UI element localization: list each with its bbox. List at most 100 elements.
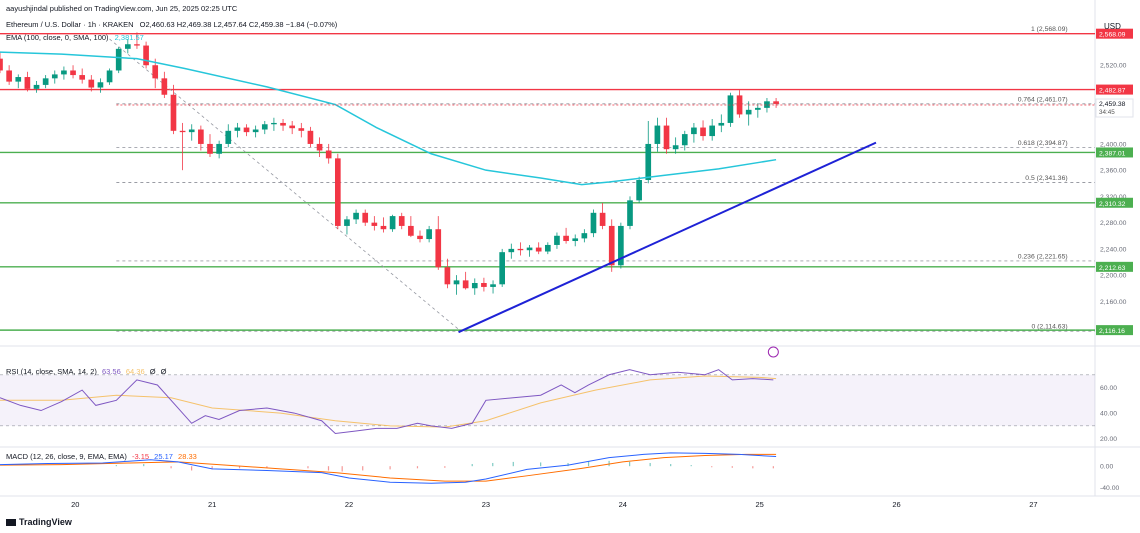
candle-body bbox=[672, 145, 679, 150]
symbol-name[interactable]: Ethereum / U.S. Dollar · 1h · KRAKEN bbox=[6, 20, 134, 29]
candle-body bbox=[736, 95, 743, 115]
candle-body bbox=[435, 229, 442, 268]
y-tick-label: 2,520.00 bbox=[1100, 63, 1127, 70]
publisher-text: aayushjindal published on TradingView.co… bbox=[6, 4, 238, 13]
y-tick-label: 2,360.00 bbox=[1100, 168, 1127, 175]
candle-body bbox=[481, 282, 487, 287]
candle-body bbox=[371, 222, 378, 226]
swing-dashed-line bbox=[109, 38, 462, 332]
macd-legend[interactable]: MACD (12, 26, close, 9, EMA, EMA) -3.15 … bbox=[6, 452, 197, 461]
candle-body bbox=[389, 216, 396, 230]
candle-body bbox=[24, 77, 31, 89]
price-level-label: 2,116.16 bbox=[1099, 328, 1125, 335]
candle-body bbox=[115, 48, 122, 71]
candle-body bbox=[179, 130, 186, 133]
candle-body bbox=[572, 238, 579, 242]
candle-body bbox=[618, 225, 624, 266]
alert-icon bbox=[767, 346, 779, 358]
candle-body bbox=[225, 130, 232, 144]
candle-body bbox=[170, 94, 177, 131]
y-tick-label: 2,160.00 bbox=[1100, 299, 1127, 306]
current-price-badge bbox=[1095, 98, 1134, 118]
y-tick-label: 2,320.00 bbox=[1100, 194, 1127, 201]
y-tick-label: 2,280.00 bbox=[1100, 220, 1127, 227]
candle-body bbox=[134, 44, 140, 46]
candle-body bbox=[42, 78, 49, 85]
candle-body bbox=[490, 284, 496, 287]
price-level-label: 2,482.87 bbox=[1099, 88, 1126, 95]
candle-body bbox=[754, 107, 761, 110]
candle-body bbox=[691, 127, 697, 135]
current-price-label: 2,459.38 bbox=[1099, 101, 1126, 108]
candle-body bbox=[216, 143, 222, 154]
price-level-badge bbox=[1096, 261, 1133, 272]
tradingview-logo: TradingView bbox=[6, 517, 72, 527]
x-tick-label: 21 bbox=[208, 500, 216, 509]
candle-body bbox=[408, 225, 414, 236]
candle-body bbox=[198, 129, 204, 144]
candle-body bbox=[727, 95, 734, 123]
symbol-info: Ethereum / U.S. Dollar · 1h · KRAKEN O2,… bbox=[6, 20, 337, 29]
price-level-badge bbox=[1096, 84, 1133, 95]
candle-body bbox=[544, 244, 551, 252]
fib-level-label: 0.236 (2,221.65) bbox=[1018, 253, 1068, 260]
candle-body bbox=[398, 216, 405, 226]
candle-body bbox=[608, 225, 615, 266]
candle-body bbox=[663, 125, 670, 150]
rsi-legend[interactable]: RSI (14, close, SMA, 14, 2) 63.56 64.36 … bbox=[6, 367, 167, 376]
candle-body bbox=[334, 158, 341, 226]
candle-body bbox=[380, 225, 387, 230]
candle-body bbox=[645, 143, 652, 181]
price-level-badge bbox=[1096, 147, 1133, 158]
candle-body bbox=[143, 45, 149, 66]
bullish-trend-line bbox=[458, 141, 877, 334]
candle-body bbox=[535, 247, 542, 252]
candle-body bbox=[124, 44, 131, 49]
candle-body bbox=[581, 233, 588, 239]
x-tick-label: 27 bbox=[1029, 500, 1037, 509]
candle-countdown: 34:45 bbox=[1099, 109, 1115, 116]
rsi-ma-line bbox=[0, 375, 777, 428]
candle-body bbox=[15, 77, 22, 82]
price-level-badge bbox=[1096, 197, 1133, 208]
candle-body bbox=[654, 125, 661, 144]
y-tick-label: 2,240.00 bbox=[1100, 246, 1127, 253]
candle-body bbox=[152, 65, 159, 79]
candle-body bbox=[207, 143, 213, 154]
candle-body bbox=[453, 280, 460, 285]
rsi-tick-label: 20.00 bbox=[1100, 436, 1117, 443]
ema-label: EMA (100, close, 0, SMA, 100) bbox=[6, 33, 109, 42]
candle-body bbox=[61, 70, 67, 75]
candle-body bbox=[590, 212, 597, 234]
price-level-label: 2,310.32 bbox=[1099, 201, 1126, 208]
y-tick-label: 2,400.00 bbox=[1100, 141, 1127, 148]
macd-line bbox=[0, 452, 777, 484]
candle-body bbox=[344, 219, 350, 226]
rsi-tick-label: 60.00 bbox=[1100, 385, 1117, 392]
price-level-label: 2,387.01 bbox=[1099, 150, 1126, 157]
ema-legend[interactable]: EMA (100, close, 0, SMA, 100) 2,381.57 bbox=[6, 33, 144, 42]
y-tick-label: 2,200.00 bbox=[1100, 273, 1127, 280]
candle-body bbox=[517, 248, 524, 251]
rsi-tick-label: 40.00 bbox=[1100, 411, 1117, 418]
candle-body bbox=[353, 212, 359, 220]
candle-body bbox=[426, 229, 432, 240]
candle-body bbox=[51, 74, 58, 79]
rsi-band bbox=[0, 374, 1095, 426]
candle-body bbox=[773, 101, 779, 104]
candle-body bbox=[417, 235, 423, 240]
candle-body bbox=[508, 248, 515, 253]
candle-body bbox=[700, 127, 706, 137]
macd-value: 25.17 bbox=[154, 452, 173, 461]
fib-level-label: 0.618 (2,394.87) bbox=[1018, 140, 1068, 147]
candle-body bbox=[499, 252, 506, 285]
macd-signal-line bbox=[0, 453, 777, 482]
rsi-label: RSI (14, close, SMA, 14, 2) bbox=[6, 367, 97, 376]
candle-body bbox=[316, 143, 323, 151]
tradingview-brand-text: TradingView bbox=[19, 517, 72, 527]
rsi-upper-value: Ø bbox=[149, 367, 156, 376]
candle-body bbox=[106, 70, 113, 83]
x-tick-label: 22 bbox=[345, 500, 353, 509]
price-level-label: 2,568.09 bbox=[1099, 32, 1126, 39]
